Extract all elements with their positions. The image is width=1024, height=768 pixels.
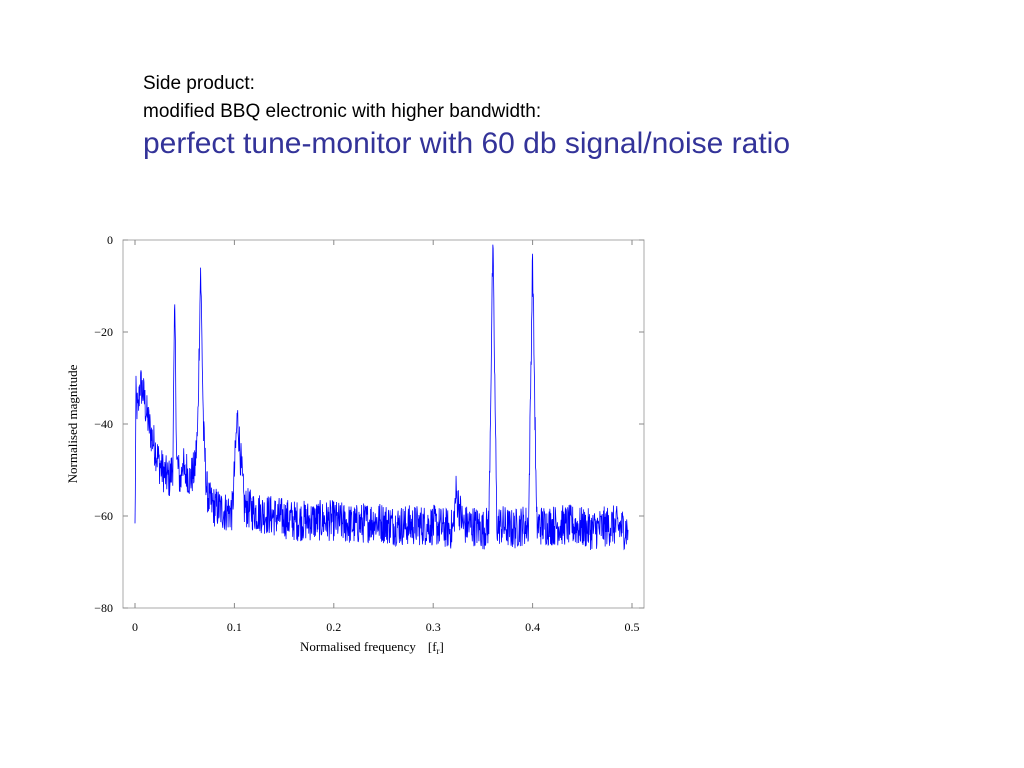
x-tick-label: 0.3 bbox=[426, 620, 441, 634]
x-axis: 0 0.1 0.2 0.3 0.4 0.5 bbox=[132, 240, 640, 634]
y-tick-label: −20 bbox=[94, 325, 113, 339]
y-tick-label: −80 bbox=[94, 601, 113, 615]
y-axis-title: Normalised magnitude bbox=[65, 364, 80, 483]
y-tick-label: −60 bbox=[94, 509, 113, 523]
y-axis: 0 −20 −40 −60 −80 bbox=[94, 233, 644, 615]
x-tick-label: 0.5 bbox=[625, 620, 640, 634]
x-axis-title: Normalised frequency [fr] bbox=[300, 639, 444, 656]
intro-line: Side product: bbox=[143, 73, 255, 94]
x-tick-label: 0.2 bbox=[326, 620, 341, 634]
subtitle-line: modified BBQ electronic with higher band… bbox=[143, 101, 542, 122]
slide-header: Side product: modified BBQ electronic wi… bbox=[143, 70, 790, 162]
x-tick-label: 0 bbox=[132, 620, 138, 634]
x-tick-label: 0.1 bbox=[227, 620, 242, 634]
y-tick-label: −40 bbox=[94, 417, 113, 431]
spectrum-line bbox=[134, 244, 629, 551]
x-tick-label: 0.4 bbox=[525, 620, 540, 634]
y-tick-label: 0 bbox=[107, 233, 113, 247]
slide-headline: perfect tune-monitor with 60 db signal/n… bbox=[143, 127, 791, 160]
